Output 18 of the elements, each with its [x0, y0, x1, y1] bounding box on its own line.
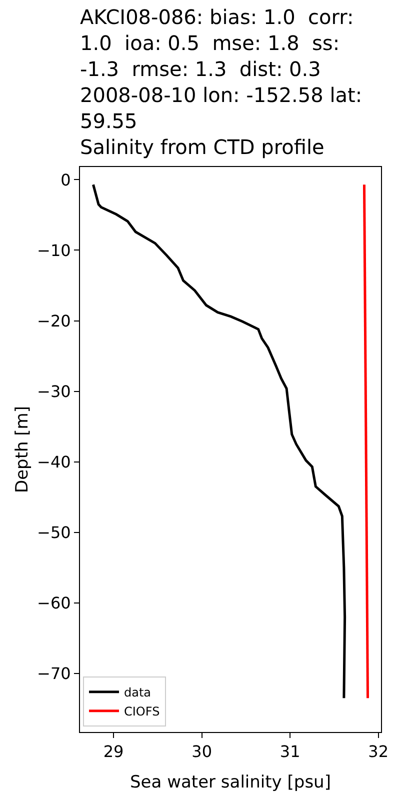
x-tick-label: 31 [280, 742, 300, 762]
x-tick-label: 29 [103, 742, 124, 762]
line-series [92, 183, 346, 700]
legend-label: CIOFS [124, 704, 160, 719]
x-tick-label: 30 [192, 742, 212, 762]
y-tick-label: −50 [37, 522, 71, 542]
y-tick-label: −40 [37, 452, 71, 472]
x-tick-label: 32 [368, 742, 389, 762]
y-axis-title: Depth [m] [12, 406, 33, 494]
y-tick-label: −30 [37, 382, 71, 401]
y-tick-label: −10 [37, 240, 71, 260]
x-axis-title: Sea water salinity [psu] [130, 772, 331, 793]
y-tick-label: 0 [60, 170, 71, 190]
y-tick-label: −60 [37, 594, 71, 613]
y-tick-label: −70 [37, 664, 71, 684]
legend-label: data [124, 686, 152, 700]
chart-title: AKCI08-086: bias: 1.0 corr: 1.0 ioa: 0.5 mse: 1.8 ss: -1.3 rmse: 1.3 dist: 0.3 2008-08-10 lon: -152.58 lat: 59.55 Salinity from CTD profile [80, 5, 362, 159]
y-tick-label: −20 [37, 311, 71, 330]
